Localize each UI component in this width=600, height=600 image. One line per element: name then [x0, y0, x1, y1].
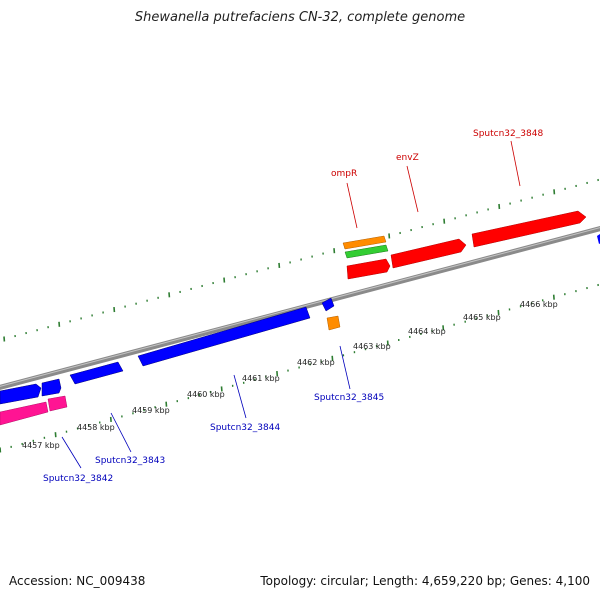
gene-ompR[interactable] — [346, 258, 391, 280]
label-Sputcn32_3842[interactable]: Sputcn32_3842 — [43, 474, 113, 484]
gene-rev-pink-a[interactable] — [0, 401, 49, 426]
genome-backbone — [0, 226, 600, 390]
callout-Sputcn32_3843 — [110, 412, 132, 453]
label-Sputcn32_3844[interactable]: Sputcn32_3844 — [210, 423, 280, 433]
gene-labels: ompR envZ Sputcn32_3848 Sputcn32_3842 Sp… — [43, 129, 543, 484]
gene-rev-b[interactable] — [41, 378, 62, 397]
callout-Sputcn32_3844 — [233, 374, 247, 419]
callout-Sputcn32_3845 — [339, 345, 351, 390]
genome-stats-text: Topology: circular; Length: 4,659,220 bp… — [260, 574, 590, 588]
gene-envZ[interactable] — [390, 238, 467, 269]
scale-label-4458: 4458 kbp — [77, 423, 115, 432]
gene-envZ-partner[interactable] — [597, 232, 600, 244]
gene-rev-a[interactable] — [0, 383, 42, 405]
gene-Sputcn32_3848[interactable] — [471, 210, 587, 248]
gene-rev-pink-b[interactable] — [47, 395, 68, 412]
scale-label-4460: 4460 kbp — [187, 390, 225, 399]
gene-ompR-rna-green[interactable] — [344, 244, 389, 259]
outer-tick-row — [3, 178, 599, 342]
scale-label-4465: 4465 kbp — [463, 313, 501, 322]
callout-envZ — [406, 165, 419, 213]
scale-label-4463: 4463 kbp — [353, 342, 391, 351]
scale-labels: 4457 kbp 4458 kbp 4459 kbp 4460 kbp 4461… — [22, 300, 558, 450]
callout-ompR — [346, 182, 358, 229]
label-ompR[interactable]: ompR — [331, 169, 357, 179]
label-Sputcn32_3845[interactable]: Sputcn32_3845 — [314, 393, 384, 403]
scale-label-4462: 4462 kbp — [297, 358, 335, 367]
map-title: Shewanella putrefaciens CN-32, complete … — [134, 10, 466, 25]
gene-rev-orange[interactable] — [326, 315, 341, 331]
forward-genes — [342, 210, 600, 280]
label-Sputcn32_3843[interactable]: Sputcn32_3843 — [95, 456, 165, 466]
gene-Sputcn32_3845-feature[interactable] — [321, 297, 335, 312]
reverse-genes — [0, 297, 341, 426]
label-Sputcn32_3848[interactable]: Sputcn32_3848 — [473, 129, 543, 139]
inner-tick-row — [0, 283, 599, 453]
scale-label-4457: 4457 kbp — [22, 441, 60, 450]
scale-label-4466: 4466 kbp — [520, 300, 558, 309]
scale-label-4459: 4459 kbp — [132, 406, 170, 415]
gene-Sputcn32_3844-feature[interactable] — [137, 306, 311, 367]
label-envZ[interactable]: envZ — [396, 153, 419, 163]
callout-Sputcn32_3842 — [61, 436, 82, 469]
gene-Sputcn32_3843-feature[interactable] — [69, 361, 124, 385]
scale-label-4461: 4461 kbp — [242, 374, 280, 383]
scale-label-4464: 4464 kbp — [408, 327, 446, 336]
callout-Sputcn32_3848 — [510, 140, 521, 187]
gene-ompR-rna-orange[interactable] — [342, 235, 387, 250]
accession-text: Accession: NC_009438 — [9, 574, 146, 588]
label-callouts — [61, 140, 521, 469]
